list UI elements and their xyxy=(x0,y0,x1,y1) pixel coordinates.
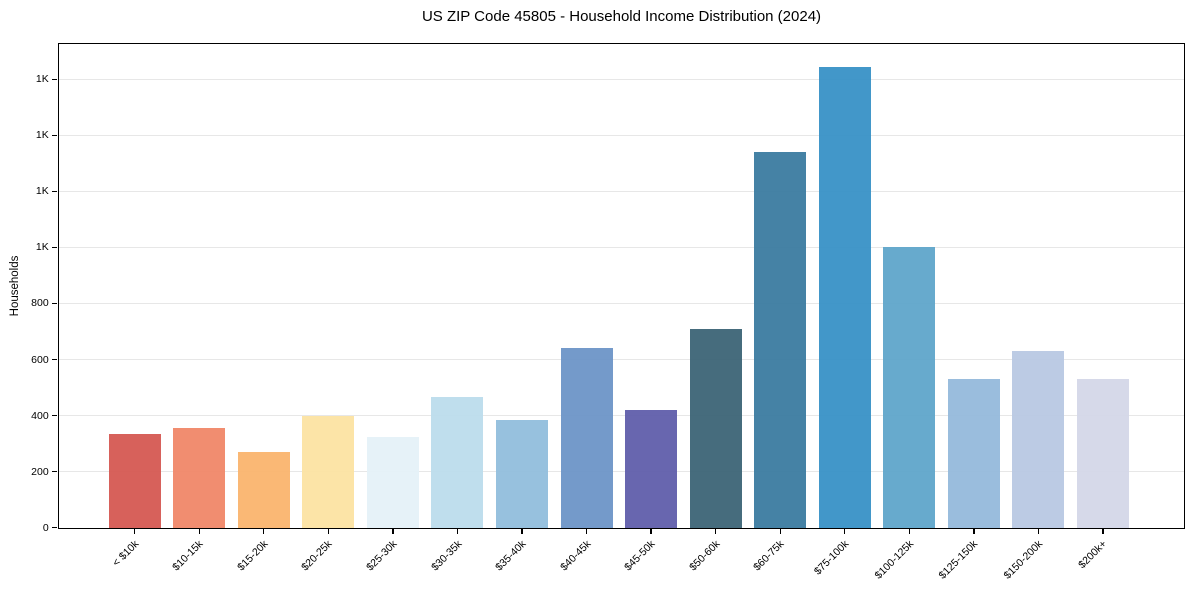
x-tick-mark xyxy=(844,529,846,535)
x-tick-mark xyxy=(198,529,200,535)
gridline-y-1200 xyxy=(58,190,1184,192)
plot-area: 0 200 400 600 800 1K 1K 1K 1K < $10k $10-15k $15-20… xyxy=(31,42,1185,581)
bar-10k xyxy=(108,434,161,528)
x-tick-mark xyxy=(263,529,265,535)
x-tick-label: $50-60k xyxy=(686,537,723,574)
gridline-y-800 xyxy=(58,302,1184,304)
y-tick-label: 600 xyxy=(31,353,49,366)
x-tick-label: $20-25k xyxy=(299,537,335,574)
x-tick-label: < $10k xyxy=(110,537,142,569)
bar-10-15k xyxy=(173,427,226,528)
bar-35-40k xyxy=(496,419,548,528)
bar-60-75k xyxy=(754,152,807,528)
y-tick-label: 1K xyxy=(35,241,49,254)
chart-title: US ZIP Code 45805 - Household Income Dis… xyxy=(421,8,822,25)
y-tick-mark xyxy=(52,358,58,361)
y-tick-mark xyxy=(52,302,58,305)
x-tick-mark xyxy=(456,529,459,535)
bar-200k xyxy=(1076,378,1129,528)
bar-45-50k xyxy=(625,410,678,528)
bar-20-25k xyxy=(302,415,355,528)
y-tick-mark xyxy=(52,414,58,417)
bar-100-125k xyxy=(883,246,936,528)
bar-15-20k xyxy=(237,451,290,528)
x-tick-label: $150-200k xyxy=(1001,537,1045,582)
x-tick-label: $10-15k xyxy=(170,537,206,574)
x-tick-mark xyxy=(1102,529,1104,535)
y-tick-mark xyxy=(52,78,58,80)
x-tick-mark xyxy=(779,529,781,535)
x-tick-mark xyxy=(1037,529,1040,535)
bar-50-60k xyxy=(689,328,742,528)
gridline-y-600 xyxy=(58,359,1184,361)
x-tick-label: $45-50k xyxy=(622,537,658,574)
gridline-y-200 xyxy=(58,471,1184,473)
x-tick-mark xyxy=(650,529,652,535)
x-tick-mark xyxy=(327,529,329,535)
y-tick-mark xyxy=(52,134,58,136)
x-tick-mark xyxy=(973,529,975,535)
y-tick-mark xyxy=(52,246,58,249)
x-tick-label: $30-35k xyxy=(428,537,464,574)
x-tick-label: $40-45k xyxy=(557,537,594,574)
y-tick-mark xyxy=(52,471,58,473)
x-tick-mark xyxy=(392,529,394,535)
y-tick-label: 1K xyxy=(35,73,49,86)
gridline-y-1600 xyxy=(58,78,1184,80)
y-tick-mark xyxy=(52,190,58,193)
y-tick-label: 800 xyxy=(31,297,49,310)
y-tick-label: 1K xyxy=(35,129,49,142)
bar-40-45k xyxy=(560,347,613,528)
y-tick-mark xyxy=(52,527,58,529)
x-tick-mark xyxy=(585,529,588,535)
x-tick-label: $75-100k xyxy=(811,537,852,578)
y-tick-label: 0 xyxy=(42,521,49,534)
bar-75-100k xyxy=(818,66,871,528)
bar-25-30k xyxy=(366,437,419,528)
x-tick-label: $35-40k xyxy=(493,537,529,574)
y-tick-label: 400 xyxy=(31,409,49,422)
bar-125-150k xyxy=(947,378,1000,528)
gridline-y-400 xyxy=(58,415,1184,417)
x-tick-label: $15-20k xyxy=(234,537,271,574)
x-tick-label: $100-125k xyxy=(872,537,916,582)
x-tick-mark xyxy=(134,529,136,535)
y-tick-label: 200 xyxy=(31,465,49,478)
x-tick-label: $125-150k xyxy=(936,537,981,582)
x-tick-label: $25-30k xyxy=(364,537,400,574)
bar-150-200k xyxy=(1012,351,1065,528)
x-tick-mark xyxy=(521,529,523,535)
x-tick-label: $200k+ xyxy=(1076,537,1110,571)
x-tick-mark xyxy=(715,529,717,535)
gridline-y-1400 xyxy=(58,134,1184,136)
bar-30-35k xyxy=(431,397,484,528)
x-tick-label: $60-75k xyxy=(751,537,787,574)
x-tick-mark xyxy=(908,529,910,535)
gridline-y-1000 xyxy=(58,246,1184,248)
y-tick-label: 1K xyxy=(35,185,49,198)
